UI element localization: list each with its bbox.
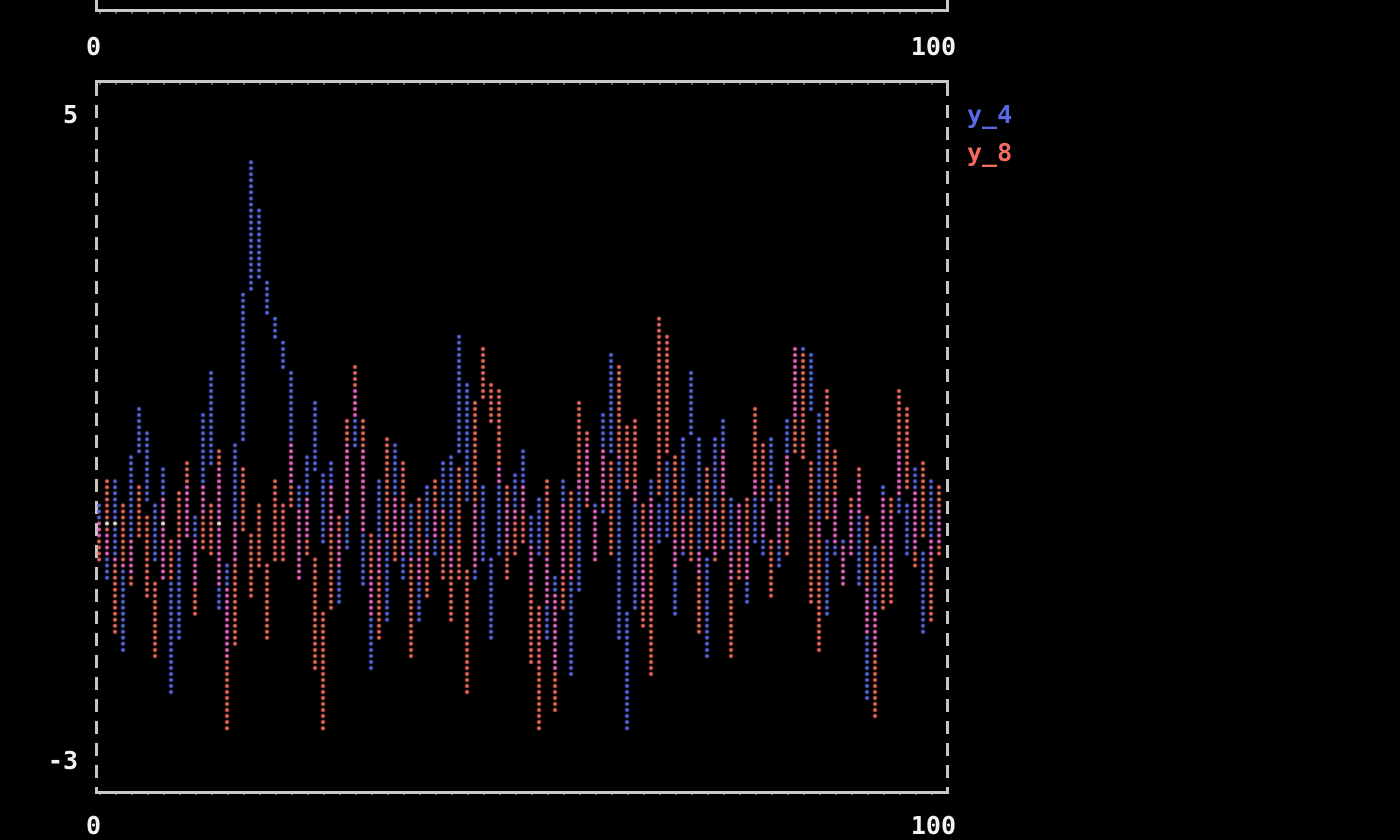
plot-dots-canvas	[0, 0, 1400, 840]
terminal-screen: 0 100 5 -3 0 100 y_4 y_8	[0, 0, 1400, 840]
